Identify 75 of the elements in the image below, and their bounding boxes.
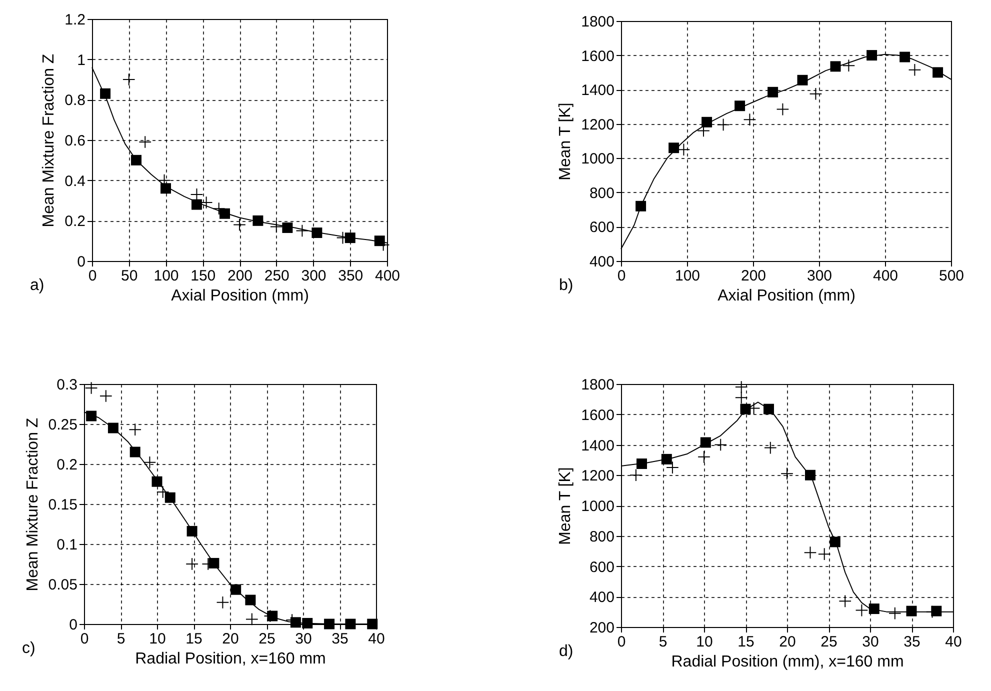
y-tick-label: 0.2 (56, 456, 78, 474)
x-tick-label: 300 (301, 268, 326, 284)
x-tick-label: 10 (149, 630, 166, 648)
x-tick-label: 300 (806, 268, 832, 284)
x-tick-label: 20 (779, 634, 796, 650)
x-tick-label: 0 (617, 634, 626, 650)
y-tick-label: 1800 (581, 14, 614, 30)
y-tick-label: 1000 (581, 498, 614, 515)
y-tick-label: 0.05 (48, 576, 78, 594)
y-tick-label: 1800 (581, 376, 614, 394)
x-tick-label: 20 (222, 630, 239, 648)
y-tick-label: 0.15 (48, 496, 78, 514)
x-tick-label: 30 (862, 634, 879, 650)
y-tick-label: 600 (589, 558, 614, 576)
y-tick-label: 1600 (581, 48, 614, 65)
x-tick-label: 5 (658, 634, 668, 650)
y-axis-title: Mean Mixture Fraction Z (24, 418, 42, 592)
x-tick-label: 25 (820, 634, 838, 650)
x-tick-label: 25 (258, 630, 276, 648)
y-tick-label: 1.2 (64, 12, 86, 28)
y-tick-label: 800 (589, 184, 614, 202)
x-tick-label: 15 (186, 630, 202, 648)
x-tick-label: 35 (904, 634, 920, 650)
x-tick-label: 400 (872, 268, 898, 284)
y-tick-label: 0.25 (48, 416, 78, 434)
y-tick-label: 0.8 (64, 92, 86, 110)
y-tick-label: 0.1 (56, 536, 78, 554)
y-tick-label: 0.6 (64, 132, 86, 150)
x-tick-label: 150 (190, 268, 216, 284)
x-tick-label: 30 (295, 630, 312, 648)
y-tick-label: 1600 (581, 406, 614, 424)
x-axis-title: Radial Position, x=160 mm (135, 650, 326, 668)
y-tick-label: 1000 (581, 150, 614, 168)
y-axis-title: Mean Mixture Fraction Z (40, 54, 58, 228)
text: b) (559, 277, 574, 294)
y-axis-title: Mean T [K] (557, 102, 574, 180)
y-tick-label: 0 (69, 616, 78, 634)
x-tick-label: 40 (945, 634, 962, 650)
y-tick-label: 400 (589, 254, 614, 270)
x-tick-label: 0 (617, 268, 626, 284)
x-tick-label: 15 (738, 634, 754, 650)
x-tick-label: 35 (332, 630, 348, 648)
y-tick-label: 0.2 (64, 213, 86, 230)
x-tick-label: 400 (374, 268, 400, 284)
x-tick-label: 100 (674, 268, 700, 284)
x-tick-label: 40 (368, 630, 385, 648)
x-axis-title: Axial Position (mm) (171, 288, 309, 304)
y-tick-label: 0.4 (64, 172, 86, 190)
y-tick-label: 1200 (581, 468, 614, 485)
x-tick-label: 350 (338, 268, 364, 284)
x-tick-label: 5 (116, 630, 126, 648)
x-tick-label: 0 (88, 268, 97, 284)
y-tick-label: 1 (77, 52, 86, 69)
y-tick-label: 800 (589, 528, 614, 546)
x-tick-label: 500 (938, 268, 964, 284)
x-axis-title: Radial Position (mm), x=160 mm (671, 654, 904, 670)
x-axis-title: Axial Position (mm) (718, 288, 856, 304)
y-tick-label: 0 (77, 254, 86, 270)
y-tick-label: 1400 (581, 437, 614, 454)
x-tick-label: 100 (154, 268, 179, 284)
text: c) (22, 640, 36, 657)
x-tick-label: 50 (121, 268, 138, 284)
text: d) (559, 643, 574, 660)
x-tick-label: 250 (264, 268, 290, 284)
y-tick-label: 0.3 (56, 376, 78, 394)
y-tick-label: 1200 (581, 116, 614, 134)
y-tick-label: 200 (589, 620, 614, 636)
y-tick-label: 1400 (581, 82, 614, 100)
y-axis-title: Mean T [K] (557, 467, 574, 545)
x-tick-label: 200 (740, 268, 766, 284)
y-tick-label: 400 (589, 589, 614, 606)
x-tick-label: 10 (696, 634, 713, 650)
x-tick-label: 200 (227, 268, 253, 284)
text: a) (30, 277, 44, 294)
y-tick-label: 600 (589, 219, 614, 236)
